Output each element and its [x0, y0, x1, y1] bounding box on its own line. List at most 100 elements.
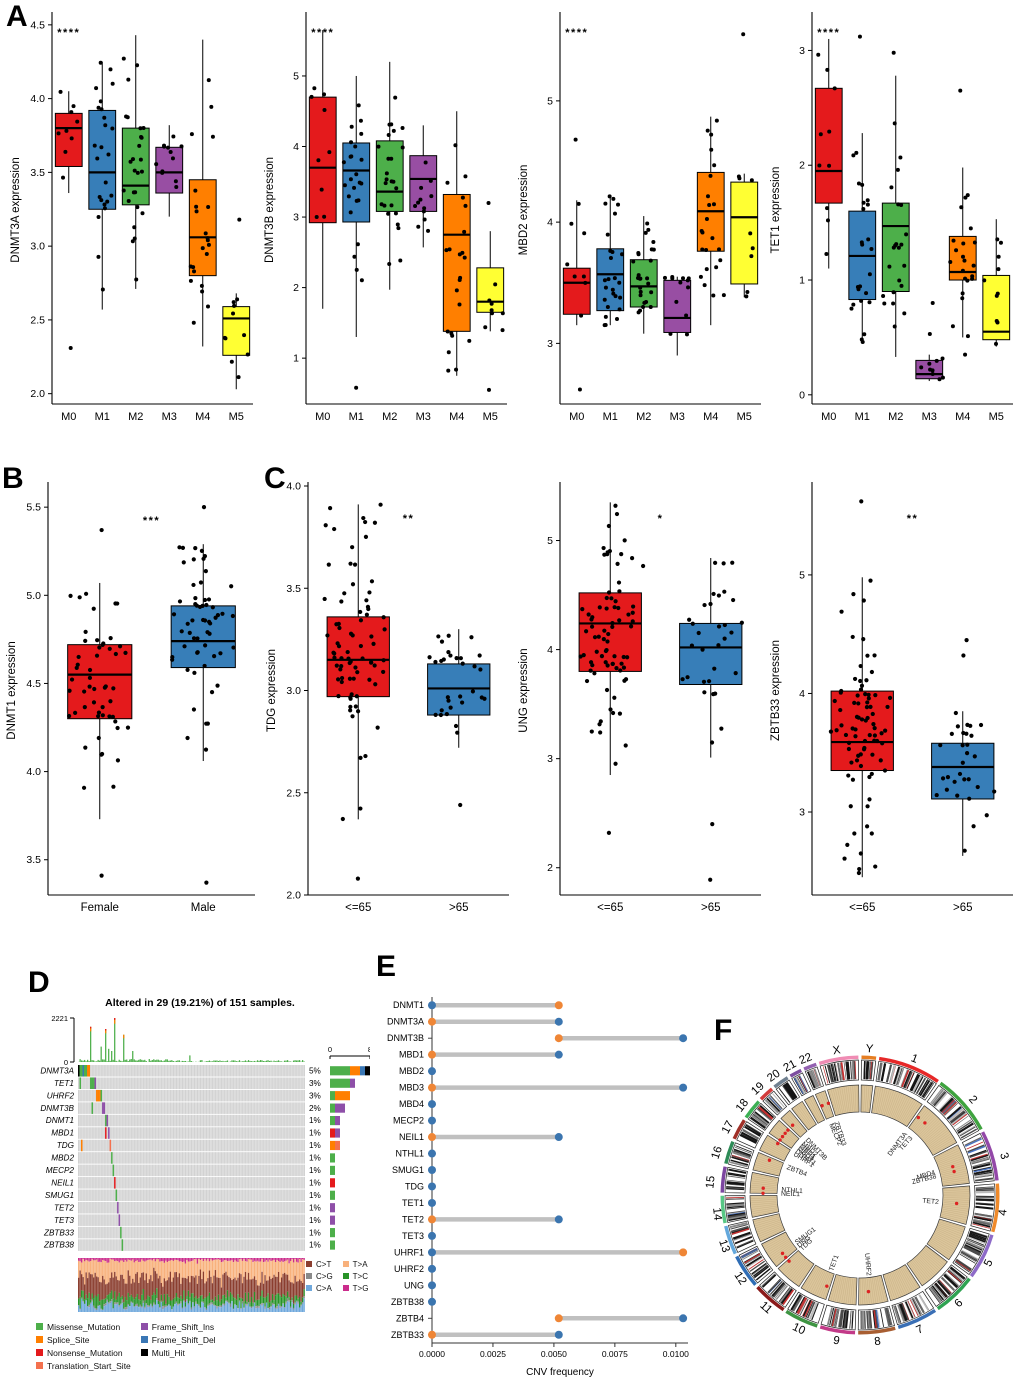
svg-text:12: 12	[731, 1270, 748, 1287]
svg-text:M4: M4	[195, 411, 210, 423]
svg-text:3: 3	[547, 753, 553, 765]
svg-text:Y: Y	[865, 1043, 874, 1055]
cnv-row-UNG: UNG	[404, 1280, 436, 1290]
axes: 3.5 4.0 4.5 5.0 5.5 DNMT1 expression	[6, 482, 255, 896]
titv-legend-label: T>G	[352, 1283, 369, 1293]
svg-text:MBD1: MBD1	[51, 1129, 74, 1138]
svg-text:<=65: <=65	[597, 902, 623, 914]
titv-legend-item: T>C	[342, 1270, 369, 1282]
titv-legend-item: C>G	[306, 1270, 333, 1282]
axes: 2 3 4 5 UNG expression	[518, 482, 761, 896]
svg-text:MBD4: MBD4	[399, 1099, 424, 1109]
svg-text:TET3: TET3	[402, 1231, 424, 1241]
mutation-legend-column: Frame_Shift_Ins Frame_Shift_Del Multi_Hit	[140, 1320, 216, 1372]
svg-text:<=65: <=65	[345, 902, 371, 914]
svg-text:ZBTB4: ZBTB4	[396, 1313, 424, 1323]
svg-text:15: 15	[704, 1175, 717, 1189]
svg-text:8: 8	[874, 1336, 882, 1349]
box-M0	[562, 200, 591, 326]
svg-text:10: 10	[790, 1321, 807, 1337]
svg-text:5: 5	[982, 1258, 996, 1269]
box->65	[679, 557, 743, 758]
significance-stars: ****	[817, 27, 840, 39]
svg-text:4: 4	[547, 217, 553, 229]
svg-text:1: 1	[909, 1052, 919, 1066]
svg-text:M3: M3	[416, 411, 431, 423]
cnv-row-MECP2: MECP2	[393, 1116, 436, 1126]
mutation-cells	[78, 1065, 124, 1251]
cnv-row-ZBTB33: ZBTB33	[391, 1330, 563, 1340]
svg-text:1: 1	[293, 353, 299, 365]
box-M3	[409, 125, 438, 248]
ideogram-ring	[724, 1059, 996, 1331]
svg-text:21: 21	[782, 1058, 799, 1075]
box-<=65	[830, 577, 894, 878]
svg-text:DNMT3B expression: DNMT3B expression	[264, 157, 276, 263]
tmb-bars	[78, 1018, 305, 1062]
svg-text:UHRF2: UHRF2	[394, 1264, 424, 1274]
svg-text:M1: M1	[349, 411, 364, 423]
svg-text:4: 4	[997, 1208, 1010, 1216]
jitter-points-Male	[170, 505, 236, 885]
panel-f-label: F	[714, 1014, 733, 1047]
titv-legend-label: C>G	[316, 1271, 333, 1281]
cnv-row-MBD4: MBD4	[399, 1099, 436, 1109]
svg-text:0: 0	[799, 389, 805, 401]
svg-text:M2: M2	[128, 411, 143, 423]
boxplot-dnmt1: 3.5 4.0 4.5 5.0 5.5 DNMT1 expression Female Mal…	[2, 470, 260, 925]
panel-b-label: B	[2, 462, 24, 495]
svg-text:M3: M3	[922, 411, 937, 423]
svg-text:TET3: TET3	[54, 1216, 74, 1225]
svg-text:M5: M5	[229, 411, 244, 423]
jitter-points-M2	[631, 221, 656, 315]
jitter-points-M5	[222, 217, 250, 380]
svg-text:NEIL1: NEIL1	[51, 1178, 74, 1187]
titv-legend-column: C>T C>G C>A	[306, 1258, 333, 1294]
svg-text:1%: 1%	[309, 1178, 321, 1187]
titv-legend-item: C>T	[306, 1258, 333, 1270]
svg-text:M2: M2	[636, 411, 651, 423]
mutation-legend-item: Missense_Mutation	[36, 1320, 131, 1333]
mutation-legend-label: Nonsense_Mutation	[47, 1347, 123, 1358]
svg-text:M3: M3	[670, 411, 685, 423]
mutation-legend-label: Frame_Shift_Del	[151, 1334, 216, 1345]
svg-text:8: 8	[368, 1045, 370, 1054]
svg-text:2.0: 2.0	[30, 388, 45, 400]
svg-text:CNV frequency: CNV frequency	[526, 1367, 594, 1378]
svg-text:NTHL1: NTHL1	[781, 1187, 803, 1196]
jitter-points-M4	[444, 143, 472, 373]
mutation-legend-label: Splice_Site	[47, 1334, 90, 1345]
svg-text:UHRF1: UHRF1	[394, 1247, 424, 1257]
jitter-points-M4	[948, 88, 977, 357]
svg-text:2: 2	[799, 160, 805, 172]
box-M2	[375, 61, 404, 290]
boxplot-svg-DNMT1: 3.5 4.0 4.5 5.0 5.5 DNMT1 expression Female Mal…	[6, 482, 255, 914]
cnv-row-ZBTB38: ZBTB38	[391, 1297, 436, 1307]
svg-text:0.0075: 0.0075	[602, 1349, 628, 1359]
jitter-points-M4	[698, 118, 726, 298]
jitter-points-M2	[376, 95, 405, 267]
svg-text:1%: 1%	[309, 1203, 321, 1212]
cnv-row-DNMT3B: DNMT3B	[387, 1033, 688, 1043]
svg-text:M3: M3	[162, 411, 177, 423]
mutation-legend-item: Frame_Shift_Del	[140, 1333, 216, 1346]
jitter-points-M3	[154, 134, 184, 190]
svg-text:5.5: 5.5	[26, 502, 41, 514]
svg-text:0: 0	[64, 1058, 68, 1067]
svg-text:14: 14	[710, 1207, 723, 1222]
mutation-legend-label: Translation_Start_Site	[47, 1360, 131, 1371]
legend-swatch-icon	[342, 1261, 349, 1267]
box-M3	[155, 125, 184, 217]
svg-text:MBD2 expression: MBD2 expression	[518, 165, 530, 256]
svg-text:ZBTB38: ZBTB38	[391, 1297, 424, 1307]
axes: 3 4 5 MBD2 expression	[518, 12, 761, 405]
axes: 3 4 5 ZBTB33 expression	[770, 482, 1013, 896]
svg-text:M4: M4	[449, 411, 464, 423]
svg-text:M0: M0	[821, 411, 836, 423]
svg-text:1%: 1%	[309, 1129, 321, 1138]
box-M2	[121, 35, 150, 289]
significance-stars: ****	[311, 27, 334, 39]
svg-text:3: 3	[799, 807, 805, 819]
svg-text:TET2: TET2	[402, 1214, 424, 1224]
